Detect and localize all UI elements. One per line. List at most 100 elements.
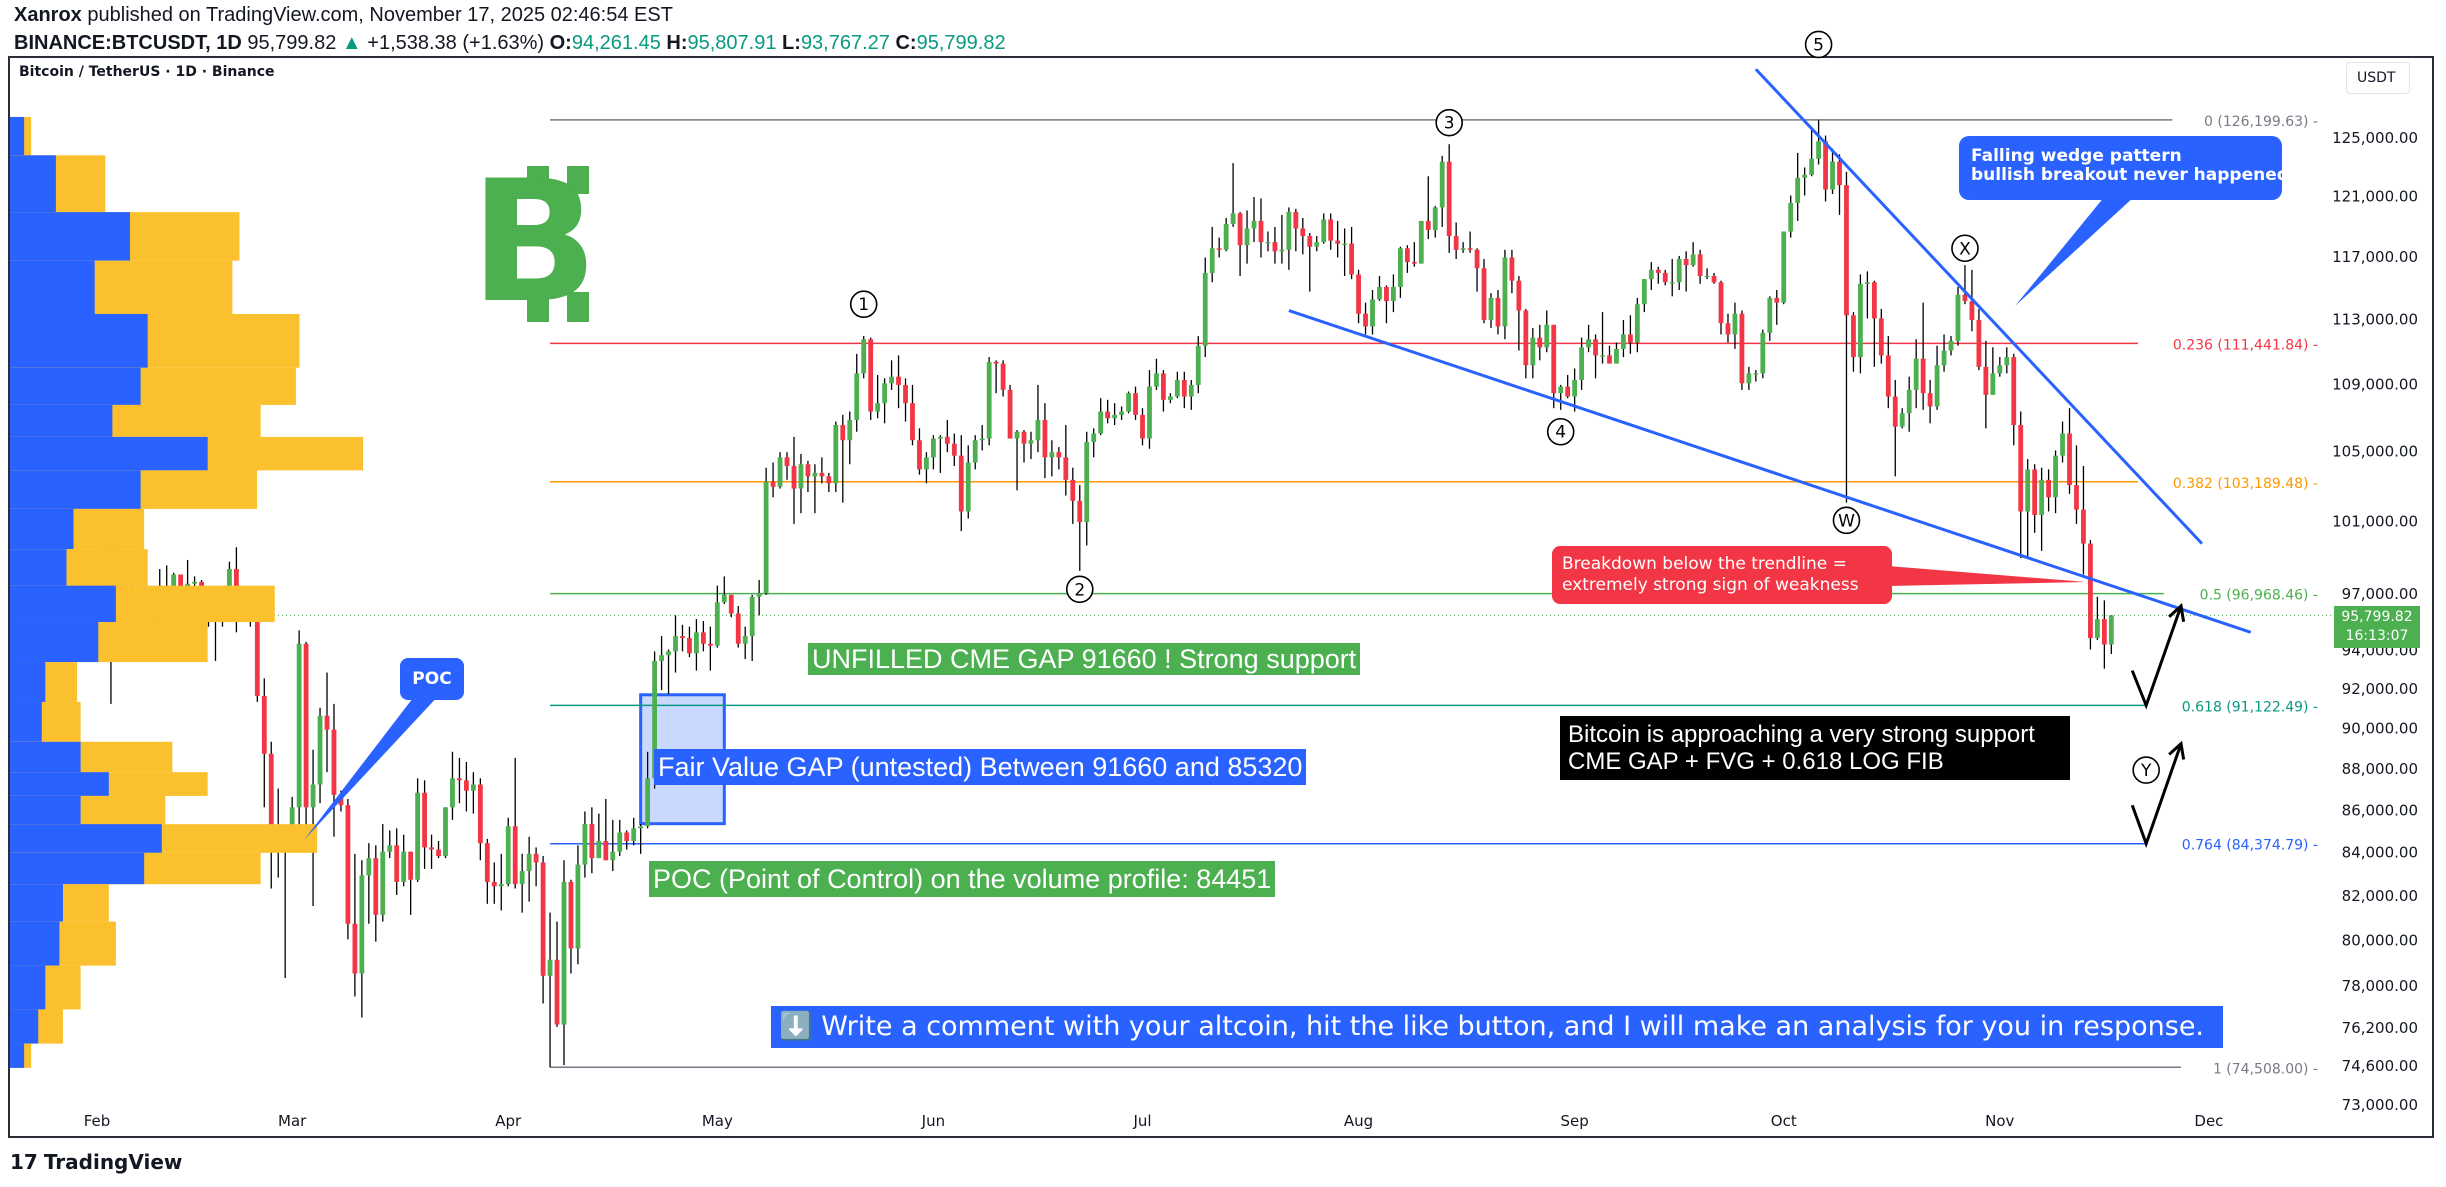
volume-profile-up-row xyxy=(10,772,109,796)
candle-body xyxy=(1746,373,1752,384)
candle-body xyxy=(1481,268,1487,321)
time-axis-tick: Oct xyxy=(1771,1112,1797,1130)
breakdown-callout-pointer xyxy=(1888,566,2086,586)
candle-body xyxy=(2053,455,2058,498)
candle-body xyxy=(415,792,421,880)
candle-body xyxy=(1628,334,1633,343)
candle-body xyxy=(1530,337,1536,366)
candle-body xyxy=(1307,236,1313,247)
candle-body xyxy=(819,472,825,477)
poc-callout-pointer xyxy=(304,694,440,840)
candle-body xyxy=(784,457,790,466)
candle-body xyxy=(2060,433,2065,456)
candle-body xyxy=(1607,355,1612,364)
candle-body xyxy=(1195,345,1201,385)
candle-body xyxy=(1007,389,1013,439)
volume-profile-up-row xyxy=(10,585,116,623)
candle-body xyxy=(1286,211,1292,250)
chart-frame[interactable] xyxy=(8,56,2434,1138)
candle-body xyxy=(707,643,713,646)
candle-body xyxy=(1878,318,1884,356)
candle-body xyxy=(554,959,560,1025)
fib-level-label: 0.5 (96,968.46) - xyxy=(2200,588,2318,604)
wave-label-circle xyxy=(1435,108,1463,137)
candle-body xyxy=(1202,272,1208,346)
candle-body xyxy=(645,778,651,827)
candle-body xyxy=(1732,313,1738,335)
volume-profile-up-row xyxy=(10,1043,25,1068)
volume-profile-up-row xyxy=(10,884,63,922)
candle-body xyxy=(1349,243,1354,275)
price-axis-tick: 73,000.00 xyxy=(2342,1096,2418,1114)
candle-body xyxy=(1502,257,1508,327)
candle-body xyxy=(673,636,678,652)
candle-body xyxy=(373,858,379,915)
candle-body xyxy=(310,784,316,808)
candle-body xyxy=(1300,228,1306,237)
candle-body xyxy=(1174,379,1180,397)
candle-body xyxy=(875,403,881,412)
candle-body xyxy=(1321,219,1327,243)
candle-body xyxy=(1593,339,1598,356)
candle-body xyxy=(937,436,943,439)
price-axis-tick: 113,000.00 xyxy=(2332,310,2418,328)
tradingview-logo[interactable]: 17 TradingView xyxy=(10,1150,182,1174)
price-axis-tick: 86,000.00 xyxy=(2342,801,2418,819)
candle-body xyxy=(387,845,393,852)
candle-body xyxy=(1140,414,1145,439)
price-axis-tick: 82,000.00 xyxy=(2342,887,2418,905)
candle-body xyxy=(1997,365,2003,374)
candle-body xyxy=(1969,301,1975,321)
time-axis-tick: Apr xyxy=(495,1112,522,1130)
cme-gap-label: UNFILLED CME GAP 91660 ! Strong support xyxy=(808,643,1361,675)
candle-body xyxy=(812,472,818,477)
wave-label-circle xyxy=(1804,30,1833,59)
candle-body xyxy=(1711,276,1717,283)
svg-text:B: B xyxy=(470,144,598,340)
candle-body xyxy=(896,376,901,385)
fib-level-label: 1 (74,508.00) - xyxy=(2213,1061,2318,1077)
candle-body xyxy=(1335,240,1341,244)
candle-body xyxy=(1042,419,1048,458)
candle-body xyxy=(408,851,414,880)
time-axis-tick: Mar xyxy=(278,1112,307,1130)
candle-body xyxy=(1035,419,1041,441)
wave-label-3: 3 xyxy=(1444,114,1455,134)
candle-body xyxy=(491,881,497,887)
volume-profile-up-row xyxy=(10,795,81,825)
candle-body xyxy=(770,481,776,487)
candle-body xyxy=(366,858,372,876)
author-name[interactable]: Xanrox xyxy=(14,4,82,26)
candle-body xyxy=(1760,332,1766,374)
candle-body xyxy=(687,638,692,654)
candle-body xyxy=(714,602,720,646)
candle-body xyxy=(1788,202,1794,232)
high-label: H: xyxy=(666,32,688,54)
candle-body xyxy=(749,596,755,637)
support-line-2: CME GAP + FVG + 0.618 LOG FIB xyxy=(1568,748,1944,775)
candle-body xyxy=(547,959,553,976)
candle-body xyxy=(1105,411,1111,419)
candle-body xyxy=(1858,283,1863,358)
candle-body xyxy=(1091,433,1097,442)
candle-body xyxy=(1495,297,1501,327)
currency-selector[interactable]: USDT xyxy=(2346,62,2410,94)
candle-body xyxy=(324,715,330,730)
candle-body xyxy=(1809,158,1815,175)
time-axis-tick: Feb xyxy=(84,1112,111,1130)
candle-body xyxy=(227,569,232,601)
candle-body xyxy=(700,632,706,644)
candle-body xyxy=(596,841,602,859)
fib-level-label: 0 (126,199.63) - xyxy=(2204,114,2318,130)
candle-body xyxy=(1851,315,1856,358)
candle-body xyxy=(1586,339,1591,348)
candle-body xyxy=(1669,282,1675,284)
candle-body xyxy=(1432,207,1438,230)
candle-body xyxy=(1021,431,1027,444)
candle-body xyxy=(1537,337,1543,348)
time-axis-tick: Aug xyxy=(1344,1112,1373,1130)
candle-body xyxy=(1063,457,1069,480)
candle-body xyxy=(380,851,386,915)
wave-label-y: Y xyxy=(2140,761,2152,781)
